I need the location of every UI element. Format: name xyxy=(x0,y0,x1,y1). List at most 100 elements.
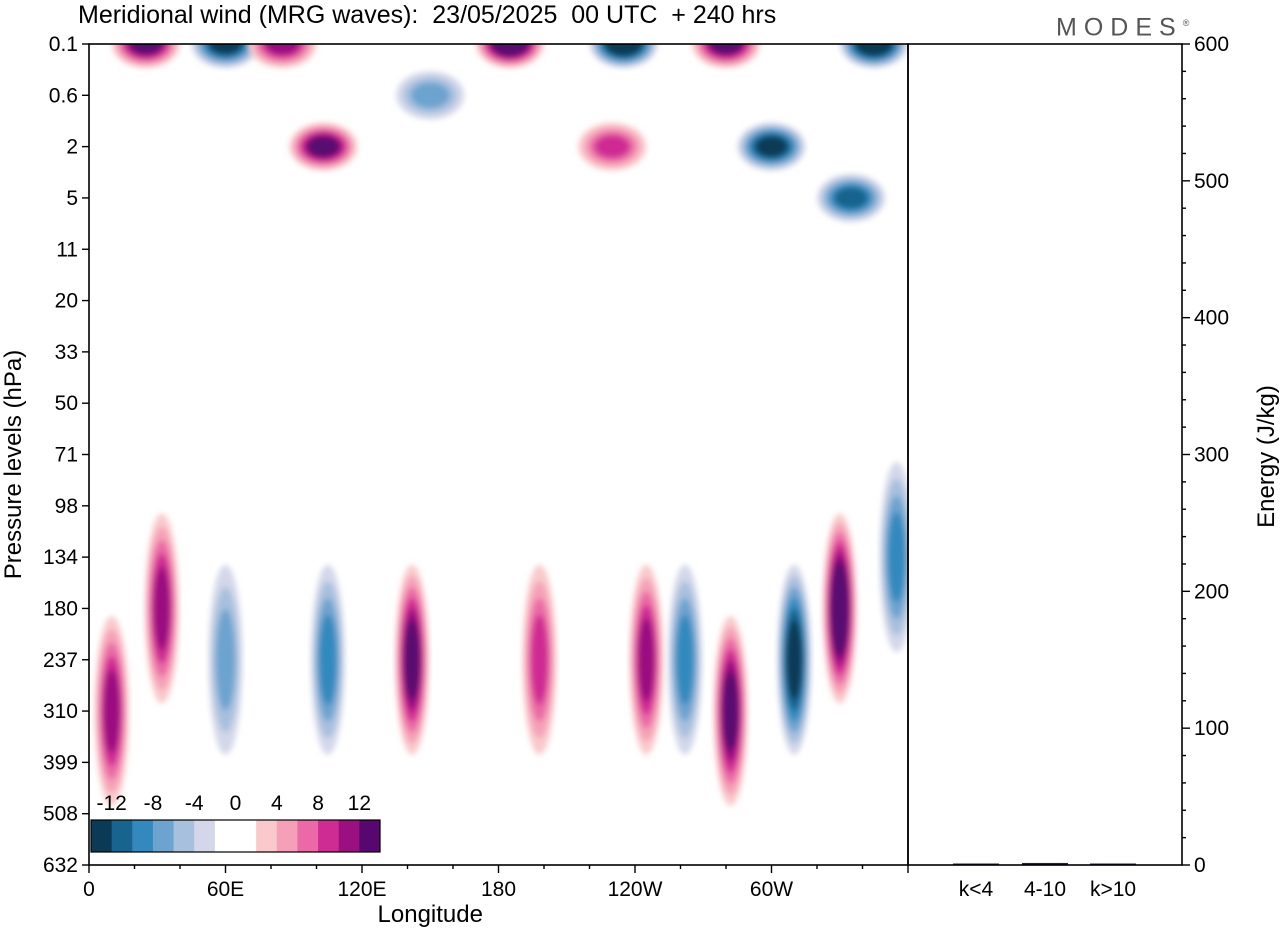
y-tick-label: 0.1 xyxy=(49,33,78,56)
colorbar-swatch xyxy=(235,820,257,852)
energy-category-label: k<4 xyxy=(959,878,994,901)
colorbar-label: 4 xyxy=(271,792,283,815)
colorbar-swatch xyxy=(152,820,175,852)
colorbar-label: 12 xyxy=(348,792,371,815)
y-tick-label: 50 xyxy=(55,392,78,415)
energy-bar-panel: 0 100 200 300 400 500 600 Energy (J/kg) k<4 4-10 k… xyxy=(953,33,1280,901)
wind-heatmap xyxy=(94,44,908,807)
axes: 0.1 0.6 2 5 11 20 33 50 71 98 134 180 237 310 399 508 63… xyxy=(0,33,1183,928)
wind-cell xyxy=(475,44,544,68)
y-tick-label: 33 xyxy=(55,341,78,364)
contour-band xyxy=(494,44,525,54)
wind-cell xyxy=(396,71,465,120)
colorbar-label: 8 xyxy=(312,792,324,815)
colorbar-swatch xyxy=(91,820,113,852)
wind-cell xyxy=(111,44,180,68)
y-tick-label: 134 xyxy=(43,546,78,569)
contour-band xyxy=(608,44,639,54)
x-tick-label: 60E xyxy=(207,878,244,901)
energy-tick-label: 400 xyxy=(1194,307,1229,330)
energy-axis-title: Energy (J/kg) xyxy=(1253,385,1280,528)
contour-band xyxy=(266,44,299,55)
contour-band xyxy=(153,566,170,651)
y-tick-label: 180 xyxy=(43,597,78,620)
colorbar-swatch xyxy=(256,820,278,852)
contour-band xyxy=(710,44,742,54)
energy-tick-label: 500 xyxy=(1194,170,1229,193)
y-tick-label: 0.6 xyxy=(49,84,78,107)
logo-mark: ® xyxy=(1182,18,1190,28)
contour-band xyxy=(887,512,906,603)
contour-band xyxy=(786,620,803,700)
wind-cell xyxy=(822,513,857,704)
y-tick-label: 399 xyxy=(43,751,78,774)
x-axis-title: Longitude xyxy=(378,901,483,928)
energy-tick-label: 200 xyxy=(1194,580,1229,603)
contour-band xyxy=(215,609,236,711)
y-tick-label: 5 xyxy=(66,187,78,210)
wind-cell xyxy=(879,462,908,653)
energy-category-label: 4-10 xyxy=(1024,878,1066,901)
chart-title: Meridional wind (MRG waves): 23/05/2025 … xyxy=(78,1,777,29)
y-tick-label: 98 xyxy=(55,495,78,518)
contour-band xyxy=(832,570,848,647)
wind-cell xyxy=(522,564,557,755)
bar-frame xyxy=(907,43,1183,866)
wind-cell xyxy=(737,122,806,171)
colorbar-label: -12 xyxy=(96,792,126,815)
energy-tick-label: 600 xyxy=(1194,33,1229,56)
wind-cell xyxy=(578,122,647,171)
x-tick-label: 60W xyxy=(750,878,793,901)
energy-tick-label: 300 xyxy=(1194,444,1229,467)
wind-cell xyxy=(94,616,129,807)
wind-cell xyxy=(817,173,886,222)
contour-band xyxy=(530,614,549,705)
wind-cell xyxy=(248,44,317,68)
wind-cell xyxy=(839,44,908,68)
colorbar-swatch xyxy=(318,820,340,852)
energy-category-label: k>10 xyxy=(1090,878,1136,901)
energy-tick-label: 0 xyxy=(1194,854,1206,877)
x-tick-label: 0 xyxy=(83,878,95,901)
wind-cell xyxy=(692,44,760,68)
colorbar: -12 -8 -4 0 4 8 12 xyxy=(90,792,381,853)
wind-cell xyxy=(144,513,179,704)
contour-band xyxy=(103,669,120,753)
y-axis-title: Pressure levels (hPa) xyxy=(0,350,27,579)
colorbar-swatch xyxy=(173,820,195,852)
y-tick-label: 2 xyxy=(66,136,78,159)
colorbar-swatch xyxy=(276,820,298,852)
colorbar-swatch xyxy=(132,820,154,852)
x-tick-label: 120E xyxy=(337,878,386,901)
y-tick-label: 20 xyxy=(55,290,78,313)
colorbar-swatch xyxy=(297,820,319,852)
contour-band xyxy=(858,44,889,54)
modes-logo: MODES® xyxy=(1056,8,1189,42)
contour-band xyxy=(410,82,450,109)
contour-band xyxy=(404,620,420,700)
wind-cell xyxy=(191,44,260,68)
wind-cell xyxy=(289,122,358,171)
y-tick-label: 632 xyxy=(43,854,78,877)
wind-cell xyxy=(589,44,658,68)
y-tick-label: 71 xyxy=(55,444,78,467)
contour-band xyxy=(209,44,242,54)
contour-band xyxy=(307,136,339,157)
colorbar-label: -8 xyxy=(144,792,163,815)
wind-cell xyxy=(629,564,664,755)
wind-cell xyxy=(777,564,812,755)
x-tick-label: 120W xyxy=(608,878,663,901)
contour-band xyxy=(722,671,739,751)
colorbar-label: -4 xyxy=(185,792,204,815)
colorbar-swatch xyxy=(359,820,381,852)
contour-band xyxy=(594,135,630,159)
wind-cell xyxy=(208,564,243,755)
contour-band xyxy=(676,614,694,705)
contour-band xyxy=(834,187,868,209)
y-tick-label: 237 xyxy=(43,649,78,672)
wind-cell xyxy=(713,616,748,807)
contour-band xyxy=(755,136,788,157)
wind-cell xyxy=(310,564,345,755)
y-tick-label: 508 xyxy=(43,803,78,826)
